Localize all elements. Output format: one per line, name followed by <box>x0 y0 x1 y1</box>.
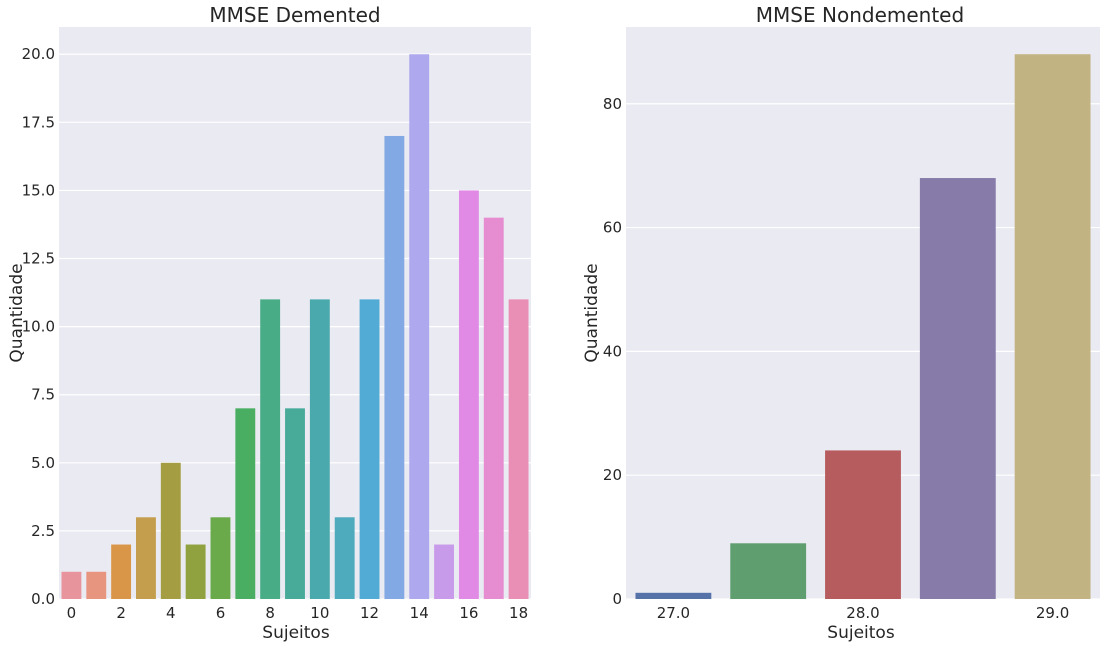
y-tick-label: 17.5 <box>22 113 55 131</box>
chart-title-demented: MMSE Demented <box>209 3 380 27</box>
x-ticks-nondemented: 27.0 28.0 29.0 <box>657 604 1070 622</box>
y-tick-label: 12.5 <box>22 250 55 268</box>
y-tick-label: 20 <box>603 466 622 484</box>
x-tick-label: 4 <box>166 604 176 622</box>
bar <box>359 299 380 599</box>
bar <box>409 54 430 599</box>
y-tick-label: 10.0 <box>22 318 55 336</box>
y-axis-label-demented: Quantidade <box>7 263 27 362</box>
bar <box>825 450 901 599</box>
y-ticks-nondemented: 0 20 40 60 80 <box>603 95 622 608</box>
y-tick-label: 5.0 <box>31 454 55 472</box>
y-tick-label: 80 <box>603 95 622 113</box>
y-ticks-demented: 0.0 2.5 5.0 7.5 10.0 12.5 15.0 17.5 20.0 <box>22 45 55 608</box>
bar <box>260 299 281 599</box>
bar <box>185 544 206 599</box>
y-tick-label: 15.0 <box>22 181 55 199</box>
y-tick-label: 20.0 <box>22 45 55 63</box>
x-ticks-demented: 0 2 4 6 8 10 12 14 16 18 <box>67 604 528 622</box>
x-tick-label: 18 <box>509 604 528 622</box>
bar <box>61 571 82 599</box>
bars-nondemented <box>635 54 1091 600</box>
bar <box>86 571 107 599</box>
bar <box>458 190 479 599</box>
x-tick-label: 12 <box>360 604 379 622</box>
x-tick-label: 28.0 <box>846 604 879 622</box>
x-axis-label-nondemented: Sujeitos <box>827 623 895 643</box>
x-tick-label: 6 <box>216 604 226 622</box>
bar <box>483 217 504 599</box>
y-axis-label-nondemented: Quantidade <box>582 263 602 362</box>
x-axis-label-demented: Sujeitos <box>262 623 330 643</box>
y-tick-label: 40 <box>603 342 622 360</box>
y-tick-label: 60 <box>603 219 622 237</box>
bar <box>434 544 454 599</box>
bar <box>508 299 529 599</box>
y-tick-label: 0.0 <box>31 590 55 608</box>
bar <box>1014 54 1091 599</box>
bar <box>160 462 181 599</box>
y-tick-label: 2.5 <box>31 522 55 540</box>
x-tick-label: 14 <box>410 604 429 622</box>
bar <box>384 135 405 599</box>
x-tick-label: 29.0 <box>1036 604 1069 622</box>
bar <box>210 517 231 599</box>
y-tick-label: 0 <box>612 590 622 608</box>
x-tick-label: 2 <box>116 604 126 622</box>
bar <box>309 299 330 599</box>
bar <box>136 517 156 599</box>
x-tick-label: 16 <box>459 604 478 622</box>
bar <box>235 408 256 599</box>
bars-demented <box>61 54 529 599</box>
x-tick-label: 27.0 <box>657 604 690 622</box>
x-tick-label: 0 <box>67 604 77 622</box>
bar <box>285 408 305 599</box>
bar <box>635 592 712 599</box>
x-tick-label: 10 <box>310 604 329 622</box>
bar <box>730 543 807 599</box>
chart-panel-demented: 0.0 2.5 5.0 7.5 10.0 12.5 15.0 17.5 20.0 0 2 4 6 8 10… <box>7 3 531 643</box>
bar <box>111 544 132 599</box>
bar <box>919 178 996 600</box>
y-tick-label: 7.5 <box>31 386 55 404</box>
chart-title-nondemented: MMSE Nondemented <box>756 3 964 27</box>
x-tick-label: 8 <box>265 604 275 622</box>
bar <box>334 517 355 599</box>
